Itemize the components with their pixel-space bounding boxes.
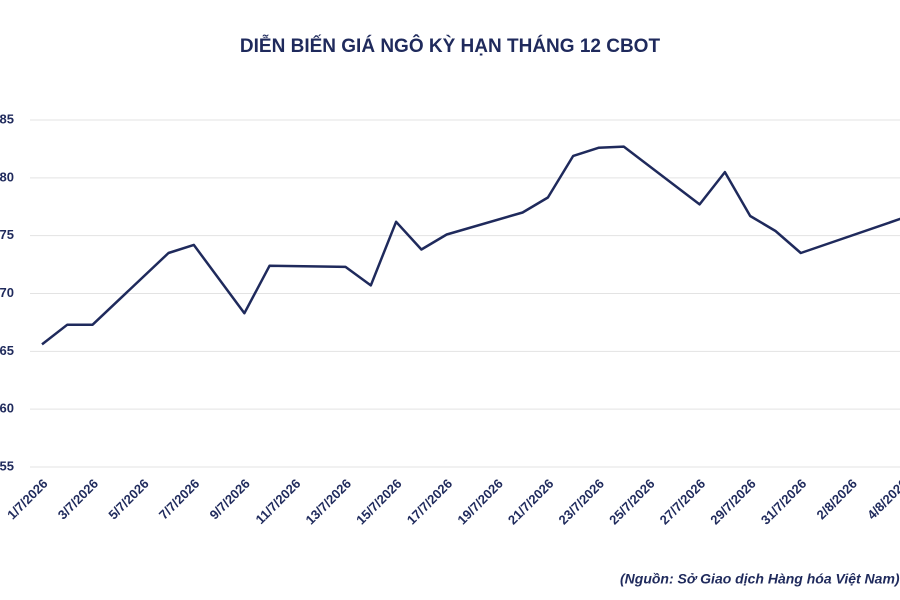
x-tick-label: 7/7/2026 — [156, 476, 202, 522]
x-tick-label: 29/7/2026 — [707, 476, 759, 528]
y-tick-label: 460 — [0, 401, 14, 416]
x-tick-label: 27/7/2026 — [657, 476, 709, 528]
y-tick-label: 470 — [0, 285, 14, 300]
x-tick-label: 15/7/2026 — [353, 476, 405, 528]
chart-title: DIỄN BIẾN GIÁ NGÔ KỲ HẠN THÁNG 12 CBOT — [240, 35, 661, 57]
x-tick-label: 5/7/2026 — [105, 476, 151, 522]
x-tick-label: 21/7/2026 — [505, 476, 557, 528]
y-tick-label: 465 — [0, 343, 14, 358]
x-tick-label: 4/8/2026 — [864, 476, 900, 522]
x-tick-label: 3/7/2026 — [55, 476, 101, 522]
x-tick-label: 9/7/2026 — [207, 476, 253, 522]
x-tick-label: 31/7/2026 — [758, 476, 810, 528]
y-tick-label: 475 — [0, 227, 14, 242]
x-tick-label: 19/7/2026 — [454, 476, 506, 528]
y-tick-label: 480 — [0, 169, 14, 184]
source-note: (Nguồn: Sở Giao dịch Hàng hóa Việt Nam) — [620, 571, 900, 587]
x-tick-label: 17/7/2026 — [404, 476, 456, 528]
x-tick-label: 13/7/2026 — [303, 476, 355, 528]
x-tick-label: 11/7/2026 — [252, 476, 303, 527]
y-tick-label: 455 — [0, 458, 14, 473]
x-tick-label: 1/7/2026 — [4, 476, 50, 522]
price-line — [41, 145, 900, 346]
y-tick-label: 485 — [0, 111, 14, 126]
x-tick-label: 23/7/2026 — [556, 476, 608, 528]
x-tick-label: 25/7/2026 — [606, 476, 658, 528]
x-tick-label: 2/8/2026 — [814, 476, 860, 522]
